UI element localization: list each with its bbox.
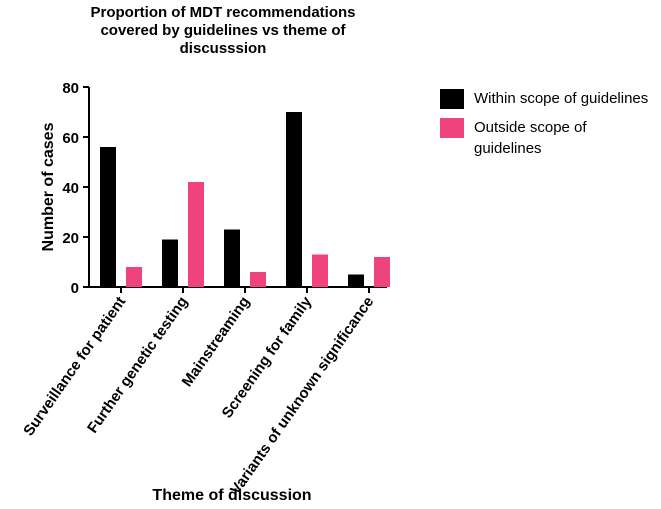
legend-swatch-within <box>440 89 464 109</box>
legend: Within scope of guidelines Outside scope… <box>440 88 655 167</box>
bar-outside-0 <box>126 267 142 287</box>
legend-label-outside: Outside scope of guidelines <box>474 119 587 157</box>
chart-title-line-1: Proportion of MDT recommendations <box>90 4 355 21</box>
x-axis-label: Theme of discussion <box>152 487 311 504</box>
x-tick-label-2: Mainstreaming <box>179 294 254 390</box>
legend-swatch-outside <box>440 118 464 138</box>
bar-outside-2 <box>250 272 266 287</box>
bar-outside-3 <box>312 254 328 287</box>
bar-outside-4 <box>374 257 390 287</box>
bar-within-0 <box>100 147 116 287</box>
y-tick-label-1: 20 <box>62 230 79 247</box>
y-tick-label-3: 60 <box>62 130 79 147</box>
legend-item-outside: Outside scope of guidelines <box>440 117 655 159</box>
y-tick-label-0: 0 <box>71 280 79 297</box>
chart-title-line-3: discusssion <box>180 40 267 57</box>
bar-within-2 <box>224 229 240 287</box>
bar-outside-1 <box>188 182 204 287</box>
bar-within-3 <box>286 112 302 287</box>
y-axis-label: Number of cases <box>40 122 57 251</box>
x-tick-label-0: Surveillance for patient <box>20 294 129 440</box>
bar-within-1 <box>162 239 178 287</box>
legend-label-within: Within scope of guidelines <box>474 90 649 107</box>
y-tick-label-2: 40 <box>62 180 79 197</box>
bar-within-4 <box>348 274 364 287</box>
legend-item-within: Within scope of guidelines <box>440 88 655 109</box>
y-tick-label-4: 80 <box>62 80 79 97</box>
chart-title-line-2: covered by guidelines vs theme of <box>100 22 346 39</box>
